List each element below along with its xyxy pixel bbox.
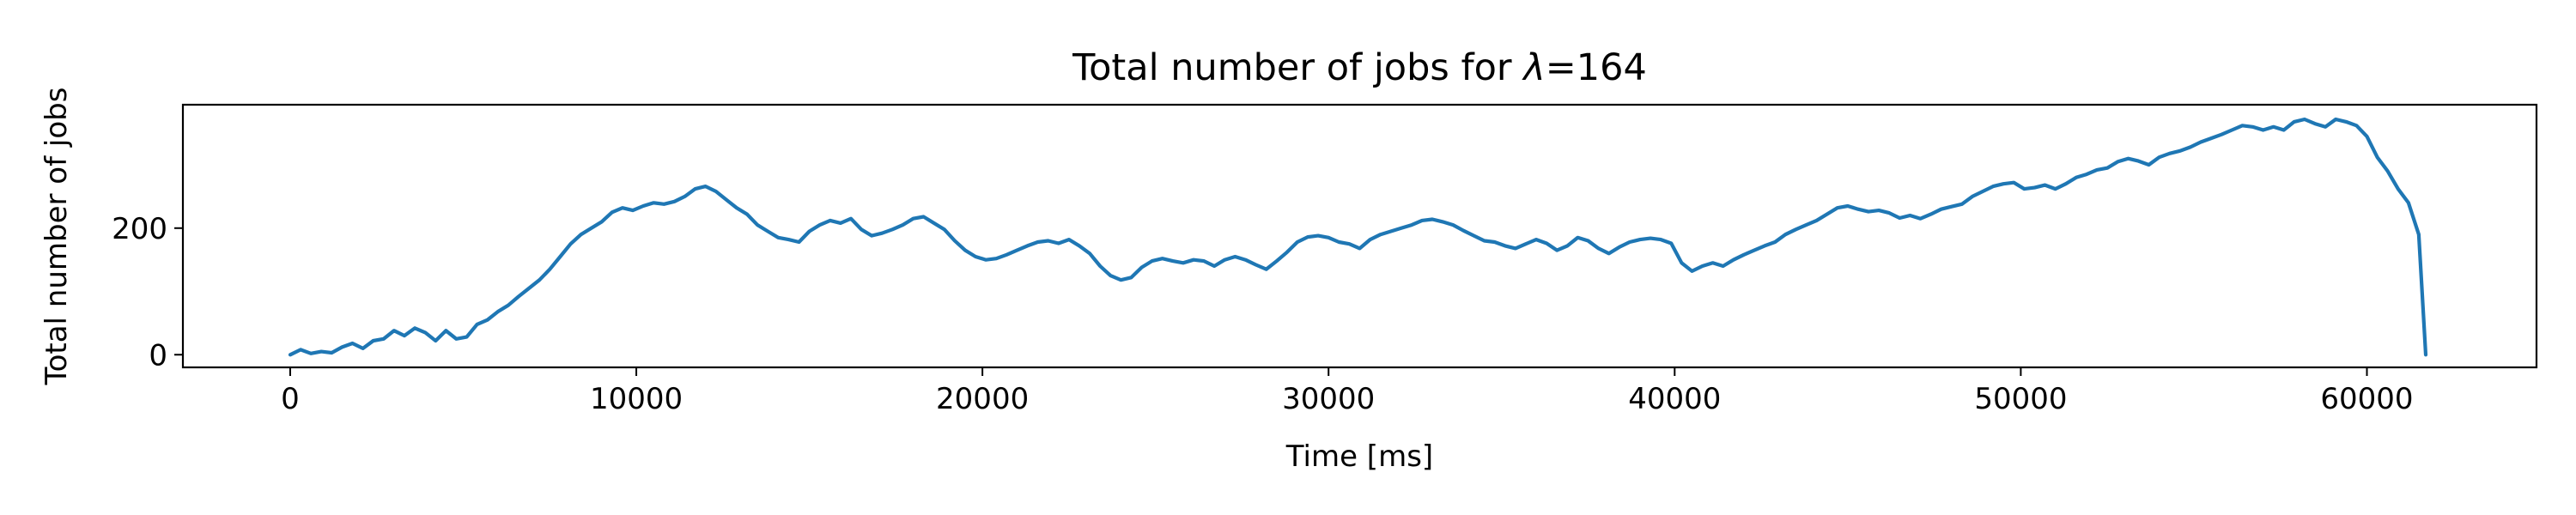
lambda-symbol: λ — [1522, 46, 1545, 89]
y-axis-ticks: 0 200 — [112, 212, 183, 373]
x-tick-label: 50000 — [1974, 382, 2067, 416]
chart-title: Total number of jobs for λ=164 — [1072, 46, 1647, 89]
y-axis-label: Total number of jobs — [39, 88, 74, 386]
x-tick-label: 10000 — [590, 382, 683, 416]
series-line-0 — [288, 117, 2428, 357]
x-axis-label: Time [ms] — [1285, 439, 1433, 474]
x-tick-label: 60000 — [2320, 382, 2413, 416]
x-tick-label: 20000 — [936, 382, 1029, 416]
plot-area — [288, 117, 2428, 357]
x-axis-ticks: 0 10000 20000 30000 40000 50000 60000 — [281, 367, 2414, 416]
y-tick-label: 0 — [149, 338, 167, 373]
y-tick-label: 200 — [112, 212, 167, 246]
x-tick-label: 40000 — [1628, 382, 1721, 416]
x-tick-label: 30000 — [1282, 382, 1375, 416]
axes-frame — [181, 103, 2538, 369]
x-tick-label: 0 — [281, 382, 300, 416]
